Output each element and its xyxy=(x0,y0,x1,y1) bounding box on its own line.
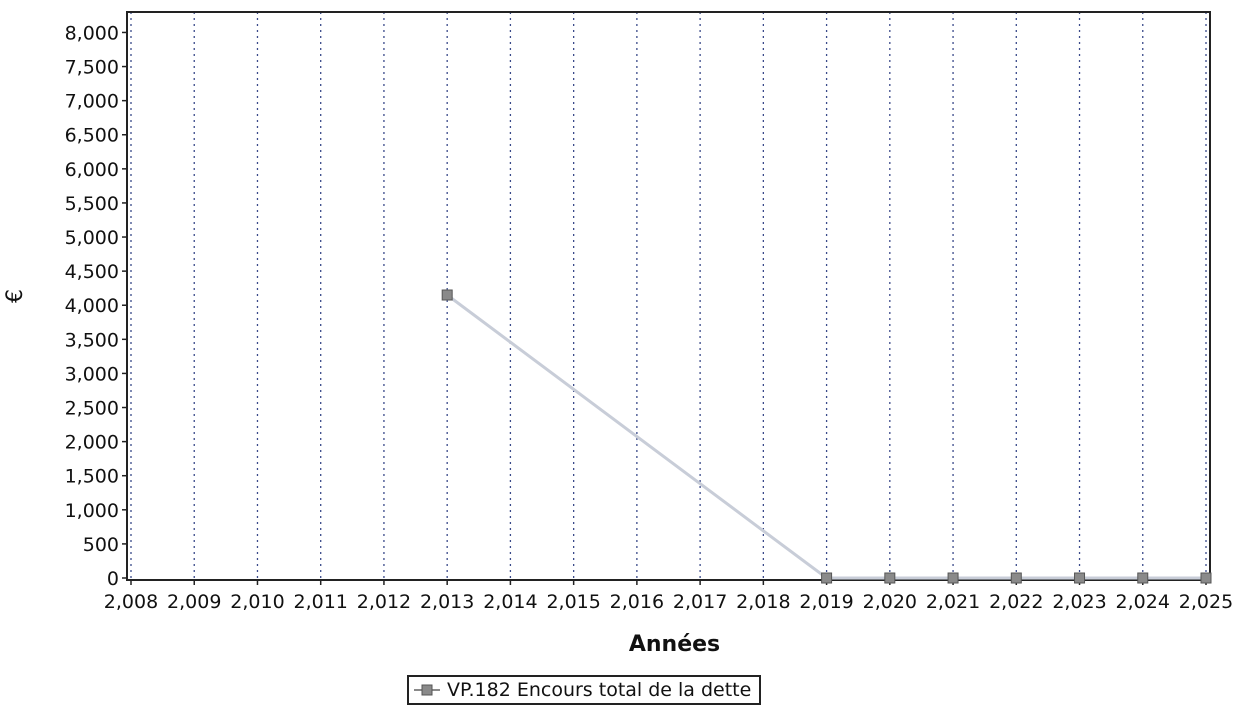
y-tick-label: 5,000 xyxy=(65,227,119,249)
data-point xyxy=(441,289,453,301)
x-tick-label: 2,021 xyxy=(926,591,980,613)
data-point xyxy=(884,572,896,584)
x-tick-label: 2,012 xyxy=(357,591,411,613)
y-tick-label: 500 xyxy=(83,534,119,556)
x-tick-label: 2,016 xyxy=(610,591,664,613)
plot-area xyxy=(126,11,1211,581)
x-tick-label: 2,008 xyxy=(104,591,158,613)
y-tick-label: 1,500 xyxy=(65,466,119,488)
legend-label: VP.182 Encours total de la dette xyxy=(447,679,752,701)
x-tick-label: 2,009 xyxy=(167,591,221,613)
data-point xyxy=(947,572,959,584)
data-point xyxy=(1200,572,1212,584)
y-tick-label: 6,000 xyxy=(65,159,119,181)
data-point xyxy=(1074,572,1086,584)
grid-lines xyxy=(130,12,1207,580)
series-layer xyxy=(441,289,1212,584)
y-tick-label: 0 xyxy=(107,568,119,590)
y-tick-label: 1,000 xyxy=(65,500,119,522)
y-tick-label: 6,500 xyxy=(65,125,119,147)
x-tick-label: 2,022 xyxy=(989,591,1043,613)
y-tick-label: 3,500 xyxy=(65,329,119,351)
y-tick-label: 2,000 xyxy=(65,432,119,454)
y-tick-label: 4,500 xyxy=(65,261,119,283)
y-axis-label: € xyxy=(3,289,28,303)
data-point xyxy=(821,572,833,584)
data-point xyxy=(1010,572,1022,584)
x-tick-label: 2,010 xyxy=(230,591,284,613)
x-tick-label: 2,020 xyxy=(863,591,917,613)
x-tick-label: 2,013 xyxy=(420,591,474,613)
series-line xyxy=(446,293,1206,580)
x-tick-label: 2,011 xyxy=(294,591,348,613)
x-tick-label: 2,018 xyxy=(736,591,790,613)
x-tick-label: 2,023 xyxy=(1052,591,1106,613)
x-tick-label: 2,017 xyxy=(673,591,727,613)
x-tick-label: 2,025 xyxy=(1179,591,1233,613)
y-tick-label: 7,000 xyxy=(65,91,119,113)
legend: VP.182 Encours total de la dette xyxy=(407,675,762,705)
x-tick-label: 2,014 xyxy=(483,591,537,613)
data-point xyxy=(1137,572,1149,584)
y-tick-label: 5,500 xyxy=(65,193,119,215)
x-tick-label: 2,015 xyxy=(546,591,600,613)
y-tick-label: 4,000 xyxy=(65,295,119,317)
y-tick-label: 2,500 xyxy=(65,398,119,420)
x-tick-label: 2,019 xyxy=(799,591,853,613)
y-tick-label: 7,500 xyxy=(65,57,119,79)
y-axis-ticks: 0 500 1,000 1,500 2,000 2,500 3,000 3,500 4,000 4… xyxy=(65,22,127,590)
x-tick-label: 2,024 xyxy=(1116,591,1170,613)
x-axis-label: Années xyxy=(629,632,720,657)
y-tick-label: 3,000 xyxy=(65,363,119,385)
legend-marker-icon xyxy=(414,684,440,696)
y-tick-label: 8,000 xyxy=(65,22,119,44)
x-axis-ticks: 2,008 2,009 2,010 2,011 2,012 2,013 2,014 2,015… xyxy=(104,580,1233,613)
